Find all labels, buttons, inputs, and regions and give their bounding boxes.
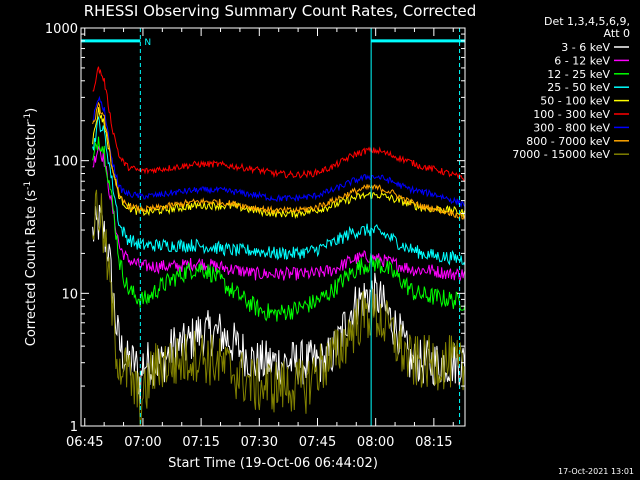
legend-label-8: 800 - 7000 keV: [526, 135, 610, 148]
y-axis-label-end: ): [24, 108, 39, 113]
series-line-4: [92, 116, 466, 266]
legend-header-2: Att 0: [604, 27, 630, 40]
x-tick-label-5: 07:45: [299, 435, 336, 450]
y-axis-label-main: Corrected Count Rate (s: [24, 190, 39, 347]
y-tick-label-3: 100: [53, 155, 78, 170]
legend-header-1: Det 1,3,4,5,6,9,: [544, 15, 630, 28]
series-line-7: [92, 95, 466, 208]
y-axis-label-sup1: -1: [23, 181, 33, 190]
legend-label-5: 50 - 100 keV: [540, 95, 610, 108]
legend-label-2: 6 - 12 keV: [554, 54, 610, 67]
y-tick-label-2: 10: [61, 287, 78, 302]
series-line-3: [92, 136, 466, 322]
x-tick-label-2: 07:00: [124, 435, 161, 450]
y-axis-label-mid: detector: [24, 121, 39, 181]
axis-layer: 06:45 07:00 07:15 07:30 07:45 08:00 08:15 1 10 10…: [45, 22, 465, 450]
y-axis-label: Corrected Count Rate (s-1 detector-1): [23, 108, 39, 346]
legend-label-6: 100 - 300 keV: [533, 108, 610, 121]
legend-label-7: 300 - 800 keV: [533, 121, 610, 134]
flag-label: N: [144, 38, 151, 48]
series-line-6: [92, 66, 466, 182]
chart-title: RHESSI Observing Summary Count Rates, Co…: [84, 2, 477, 20]
legend-label-1: 3 - 6 keV: [561, 41, 610, 54]
legend-label-9: 7000 - 15000 keV: [512, 148, 610, 161]
legend-label-4: 25 - 50 keV: [547, 81, 610, 94]
x-tick-label-1: 06:45: [66, 435, 103, 450]
x-tick-label-6: 08:00: [357, 435, 394, 450]
x-tick-label-7: 08:15: [415, 435, 452, 450]
x-tick-label-4: 07:30: [241, 435, 278, 450]
x-axis-label: Start Time (19-Oct-06 06:44:02): [168, 456, 378, 471]
series-line-8: [92, 101, 466, 220]
y-axis-label-sup2: -1: [23, 113, 33, 122]
plot-frame: [80, 27, 466, 427]
x-tick-label-3: 07:15: [182, 435, 219, 450]
series-layer: [92, 66, 466, 427]
series-line-2: [92, 145, 466, 281]
y-tick-label-1: 1: [70, 420, 78, 435]
legend-label-3: 12 - 25 keV: [547, 68, 610, 81]
plot-date-footer: 17-Oct-2021 13:01: [558, 467, 634, 476]
series-line-9: [92, 189, 466, 427]
y-tick-label-4: 1000: [45, 22, 78, 37]
